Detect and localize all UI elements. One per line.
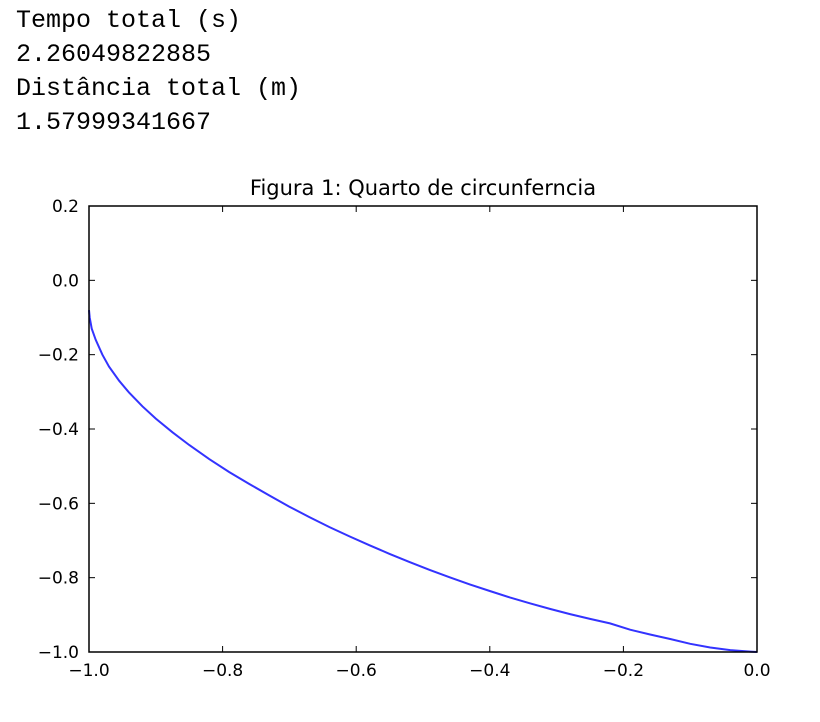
y-tick-label: 0.0 <box>52 271 79 291</box>
output-line-time-value: 2.26049822885 <box>16 40 212 69</box>
output-line-time-label: Tempo total (s) <box>16 6 242 35</box>
y-tick-label: 0.2 <box>52 197 79 217</box>
chart-title: Figura 1: Quarto de circunferncia <box>250 176 596 200</box>
x-tick-label: −0.2 <box>603 661 644 681</box>
output-line-distance-value: 1.57999341667 <box>16 108 212 137</box>
y-tick-label: −0.2 <box>38 346 79 366</box>
x-tick-label: −1.0 <box>68 661 109 681</box>
y-tick-label: −0.6 <box>38 494 79 514</box>
y-tick-label: −0.8 <box>38 569 79 589</box>
series-layer <box>88 310 758 653</box>
plot-frame <box>88 205 758 653</box>
y-tick-label: −0.4 <box>38 420 79 440</box>
x-tick-label: −0.4 <box>469 661 510 681</box>
series-line-0 <box>88 310 758 653</box>
y-tick-label: −1.0 <box>38 643 79 663</box>
ticks-layer: −1.0 −0.8 −0.6 −0.4 −0.2 0.0 0.2 0.0 −0.2 −0.4 −0.… <box>38 197 771 681</box>
x-tick-label: −0.8 <box>202 661 243 681</box>
x-tick-label: −0.6 <box>336 661 377 681</box>
x-tick-label: 0.0 <box>743 661 770 681</box>
output-line-distance-label: Distância total (m) <box>16 74 302 103</box>
console-output: Tempo total (s) 2.26049822885 Distância … <box>16 4 301 140</box>
